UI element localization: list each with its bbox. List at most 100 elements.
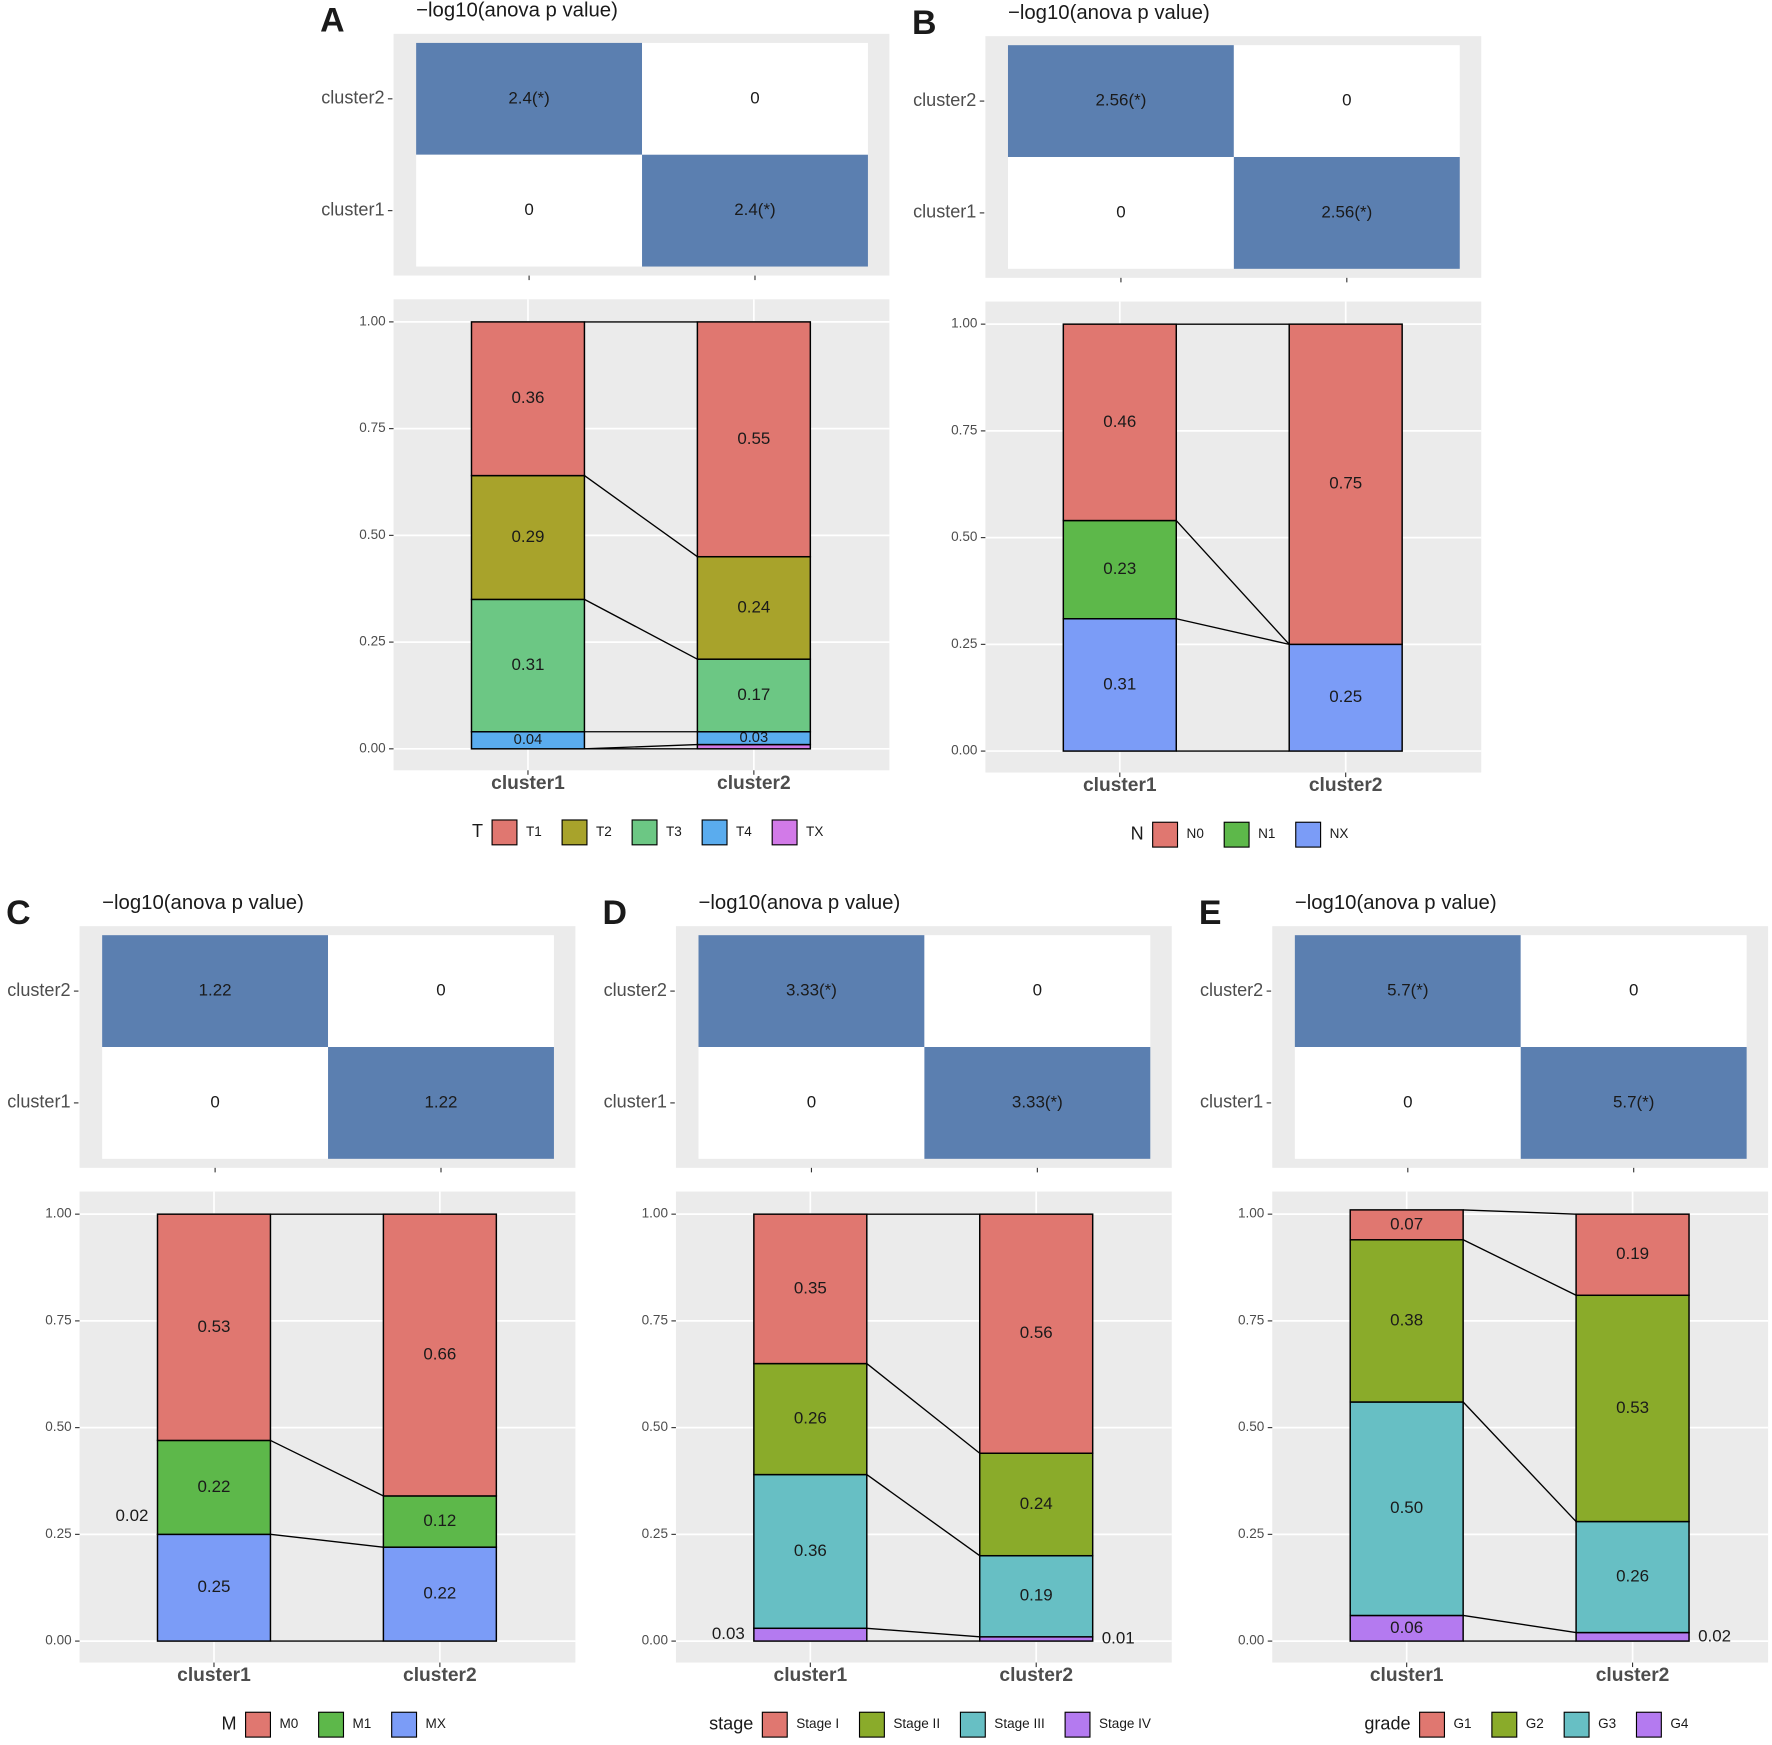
heatmap-cell (1520, 935, 1747, 1047)
heatmap-cell (924, 935, 1151, 1047)
y-tick-label: 0.50 (45, 1419, 71, 1434)
heatmap-cell (102, 1047, 329, 1159)
link-line (866, 1363, 981, 1454)
legend-label: N1 (1258, 826, 1275, 841)
legend-key (959, 1711, 986, 1738)
y-tick-label: 0.00 (359, 740, 385, 755)
legend-label: Stage IV (1099, 1716, 1151, 1731)
value-label: 0.36 (511, 388, 544, 407)
bar-segment (156, 1213, 272, 1442)
y-tick-label: 0.25 (45, 1526, 71, 1541)
x-tick-label: cluster1 (774, 1665, 848, 1686)
cell-label: 5.7(*) (1387, 981, 1428, 1000)
value-label: 0.03 (740, 730, 769, 746)
bar-segment (470, 321, 586, 477)
legend-title: stage (709, 1713, 753, 1733)
value-label: 0.50 (1390, 1498, 1423, 1517)
y-tick-label: 0.00 (951, 743, 977, 758)
legend-label: M0 (279, 1716, 298, 1731)
row-label: cluster2 (913, 90, 976, 110)
panel-letter: A (320, 2, 344, 40)
value-label: 0.12 (423, 1511, 456, 1530)
y-tick-label: 1.00 (45, 1206, 71, 1221)
legend: grade G1 G2 G3 G4 (1364, 1711, 1689, 1738)
bar-segment (1062, 519, 1178, 620)
value-label: 0.07 (1390, 1214, 1423, 1233)
bar-segment (1349, 1401, 1464, 1617)
heatmap-title: −log10(anova p value) (102, 892, 304, 914)
bar-segment (753, 1213, 868, 1365)
link-line (584, 743, 698, 750)
link-line (1462, 1401, 1577, 1523)
link-line (584, 598, 698, 660)
link-line (866, 1627, 980, 1638)
heatmap-cell (102, 935, 329, 1047)
legend-label: MX (426, 1716, 446, 1731)
bar-segment (753, 1473, 868, 1630)
value-label: 0.26 (1616, 1567, 1649, 1586)
bar-segment (1288, 323, 1403, 646)
legend-label: G2 (1526, 1716, 1544, 1731)
value-label: 0.46 (1103, 412, 1136, 431)
heatmap-cell (416, 154, 643, 267)
value-label: 0.55 (737, 429, 770, 448)
panel-letter: E (1199, 894, 1222, 932)
cell-label: 0 (1342, 91, 1351, 110)
value-label: 0.36 (794, 1541, 827, 1560)
y-tick-label: 0.00 (45, 1633, 71, 1648)
annotation: 0.02 (116, 1506, 149, 1525)
legend-label: Stage I (796, 1716, 839, 1731)
row-label: cluster1 (321, 199, 384, 219)
heatmap-cell (328, 1047, 554, 1159)
value-label: 0.25 (197, 1577, 230, 1596)
bar-segment (1349, 1209, 1464, 1241)
legend-key (1491, 1711, 1518, 1738)
heatmap-title: −log10(anova p value) (416, 0, 618, 22)
bar-segment (1062, 323, 1178, 522)
y-tick-label: 0.50 (951, 529, 977, 544)
cell-label: 0 (436, 981, 445, 1000)
bar-segment (156, 1533, 272, 1642)
link-line (1175, 520, 1290, 645)
heatmap-cell (328, 935, 554, 1047)
row-label: cluster2 (7, 980, 70, 1000)
heatmap-cell (1233, 45, 1460, 157)
panel-letter: B (912, 4, 936, 42)
link-line (1462, 1239, 1577, 1296)
y-tick-label: 0.00 (1238, 1633, 1264, 1648)
heatmap-cell (924, 1047, 1151, 1159)
bar-segment (979, 1213, 1094, 1454)
cell-label: 0 (750, 88, 759, 107)
heatmap-cell (1294, 1047, 1521, 1159)
legend: stage Stage I Stage II Stage III Stage IV (709, 1711, 1151, 1738)
y-tick-label: 0.75 (642, 1312, 668, 1327)
value-label: 0.19 (1616, 1244, 1649, 1263)
legend-label: N0 (1187, 826, 1204, 841)
legend-title: grade (1364, 1713, 1410, 1733)
cell-label: 0 (1116, 202, 1125, 221)
legend-title: M (222, 1713, 237, 1733)
cell-label: 0 (1629, 981, 1638, 1000)
value-label: 0.53 (1616, 1398, 1649, 1417)
link-line (270, 1439, 384, 1497)
row-label: cluster1 (913, 202, 976, 222)
cell-label: 2.4(*) (508, 88, 549, 107)
heatmap-cell (1007, 45, 1234, 157)
cell-label: 3.33(*) (1012, 1092, 1063, 1111)
cell-label: 2.4(*) (734, 200, 775, 219)
value-label: 0.01 (1102, 1628, 1135, 1647)
bar-segment (753, 1627, 868, 1642)
x-tick-label: cluster2 (403, 1665, 477, 1686)
cell-label: 1.22 (425, 1092, 458, 1111)
heatmap-cell (698, 935, 925, 1047)
legend-key (701, 819, 728, 846)
legend-key (561, 819, 588, 846)
value-label: 0.29 (511, 527, 544, 546)
heatmap-cell (1233, 156, 1460, 269)
legend-key (1635, 1711, 1662, 1738)
bar-segment (1575, 1294, 1690, 1523)
bar-segment (1349, 1614, 1464, 1642)
heatmap-title: −log10(anova p value) (699, 892, 901, 914)
legend-label: Stage II (893, 1716, 940, 1731)
